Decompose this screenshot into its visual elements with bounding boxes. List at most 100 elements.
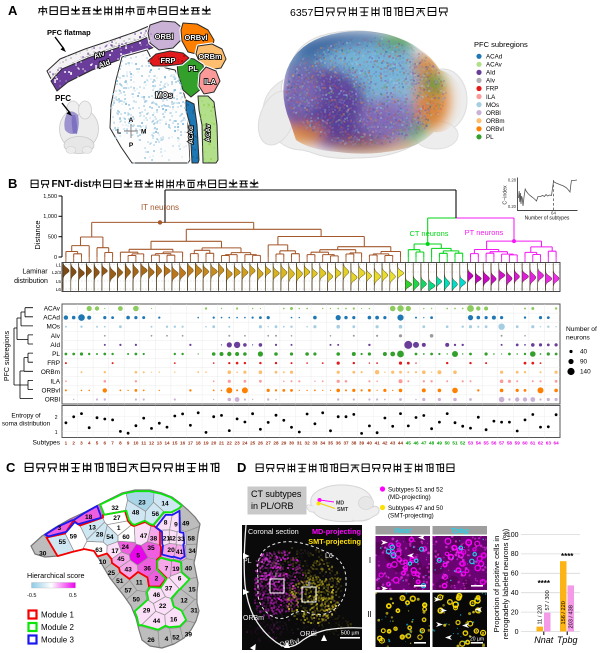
svg-text:ORBm: ORBm [198, 52, 222, 61]
svg-text:CT subtypes: CT subtypes [251, 489, 302, 499]
svg-text:PL: PL [188, 64, 198, 73]
svg-text:MOs: MOs [155, 91, 173, 100]
svg-text:52: 52 [460, 441, 466, 446]
svg-text:Subtypes 47 and 50: Subtypes 47 and 50 [388, 505, 444, 512]
svg-text:IT neurons: IT neurons [141, 203, 179, 212]
svg-text:0.20: 0.20 [508, 204, 517, 209]
svg-text:36: 36 [336, 441, 342, 446]
svg-text:-0.5: -0.5 [27, 593, 36, 599]
svg-text:MOs: MOs [47, 324, 61, 331]
svg-text:53: 53 [468, 441, 474, 446]
svg-text:AIv: AIv [51, 333, 61, 340]
svg-text:34: 34 [320, 441, 326, 446]
svg-text:100: 100 [507, 532, 519, 539]
svg-text:Subtypes 51 and 52: Subtypes 51 and 52 [388, 487, 444, 494]
svg-text:C−index: C−index [503, 185, 509, 205]
svg-text:63: 63 [95, 547, 103, 554]
svg-text:20: 20 [211, 441, 217, 446]
svg-text:0: 0 [54, 255, 57, 261]
svg-text:L5: L5 [56, 279, 62, 284]
svg-text:ACAd: ACAd [188, 126, 195, 144]
svg-text:49: 49 [437, 441, 443, 446]
svg-text:D: D [237, 460, 246, 475]
svg-text:A: A [129, 117, 134, 124]
svg-text:Distance: Distance [33, 220, 42, 249]
svg-text:Tpbg: Tpbg [451, 526, 470, 535]
svg-text:ORBvl: ORBvl [486, 126, 504, 133]
svg-text:54: 54 [106, 534, 114, 541]
svg-text:41: 41 [375, 441, 381, 446]
svg-text:47: 47 [140, 533, 148, 540]
svg-text:Coronal section: Coronal section [248, 527, 299, 536]
svg-text:Number of: Number of [566, 326, 597, 333]
svg-text:15: 15 [172, 441, 178, 446]
svg-text:Number of subtypes: Number of subtypes [525, 216, 570, 222]
svg-text:1,500: 1,500 [43, 194, 57, 200]
svg-text:FRP: FRP [486, 86, 498, 93]
svg-text:ORBm: ORBm [486, 118, 505, 125]
svg-text:MOs: MOs [486, 102, 499, 109]
svg-text:ORBm: ORBm [243, 615, 264, 622]
svg-text:6: 6 [104, 441, 107, 446]
svg-text:56: 56 [491, 441, 497, 446]
svg-text:ORBl: ORBl [45, 396, 60, 403]
svg-text:57 / 300: 57 / 300 [545, 590, 551, 610]
svg-text:39: 39 [185, 631, 193, 638]
svg-text:PFC subregions: PFC subregions [4, 330, 11, 381]
svg-text:42: 42 [382, 441, 388, 446]
svg-text:ACAv: ACAv [44, 306, 61, 313]
svg-text:46: 46 [413, 441, 419, 446]
svg-text:12: 12 [180, 597, 188, 604]
svg-text:AIv: AIv [486, 78, 496, 85]
svg-text:156 / 220: 156 / 220 [561, 601, 567, 624]
svg-text:1: 1 [55, 430, 58, 436]
svg-text:Subtypes: Subtypes [33, 440, 61, 447]
svg-text:ORBl: ORBl [486, 110, 501, 117]
svg-text:28: 28 [96, 532, 104, 539]
svg-text:L1: L1 [56, 263, 62, 268]
svg-text:soma distribution: soma distribution [2, 421, 51, 428]
svg-text:16: 16 [180, 441, 186, 446]
svg-text:20: 20 [167, 547, 175, 554]
svg-text:P: P [129, 142, 134, 149]
svg-text:32: 32 [305, 441, 311, 446]
svg-text:25: 25 [250, 441, 256, 446]
svg-text:C: C [6, 460, 16, 475]
svg-text:7: 7 [111, 441, 114, 446]
svg-text:31: 31 [297, 441, 303, 446]
svg-text:49: 49 [182, 521, 190, 528]
svg-text:58: 58 [188, 535, 196, 542]
svg-text:Proportion of positive cells i: Proportion of positive cells in [492, 536, 501, 633]
svg-text:35: 35 [147, 545, 155, 552]
svg-text:56: 56 [152, 511, 160, 518]
svg-text:11: 11 [136, 579, 143, 586]
svg-text:21: 21 [163, 535, 171, 542]
svg-text:42: 42 [169, 535, 177, 542]
svg-text:distribution: distribution [14, 278, 48, 285]
svg-text:33: 33 [312, 441, 318, 446]
svg-text:60: 60 [122, 534, 130, 541]
svg-text:ACAd: ACAd [486, 54, 503, 61]
svg-text:Tpbg: Tpbg [557, 635, 578, 645]
svg-text:AId: AId [50, 342, 60, 349]
svg-text:0.28: 0.28 [508, 178, 517, 183]
svg-text:Module 1: Module 1 [41, 611, 74, 620]
svg-text:PFC subregions: PFC subregions [474, 40, 528, 49]
svg-text:AId: AId [486, 70, 496, 77]
svg-text:22: 22 [159, 603, 167, 610]
svg-text:32: 32 [111, 505, 119, 512]
svg-text:PL: PL [52, 351, 60, 358]
svg-text:55: 55 [59, 539, 67, 546]
svg-text:18: 18 [85, 514, 93, 521]
svg-text:30: 30 [39, 551, 47, 558]
svg-text:59: 59 [70, 534, 78, 541]
svg-text:PL: PL [188, 64, 198, 73]
svg-text:ACAv: ACAv [205, 124, 212, 142]
svg-text:8: 8 [164, 520, 168, 527]
svg-text:46: 46 [153, 592, 161, 599]
svg-text:13: 13 [157, 441, 163, 446]
svg-text:21: 21 [219, 441, 225, 446]
svg-text:63: 63 [546, 441, 552, 446]
svg-text:54: 54 [476, 441, 482, 446]
svg-text:FRP: FRP [161, 56, 176, 65]
